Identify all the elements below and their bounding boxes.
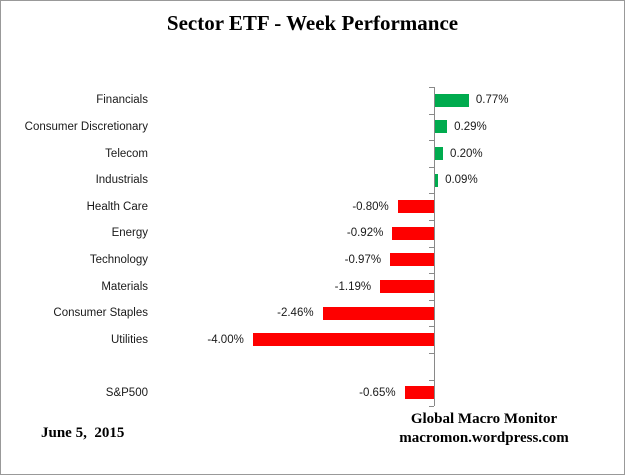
value-label: 0.20%	[450, 147, 483, 160]
value-label: 0.09%	[445, 174, 478, 187]
axis-tick	[429, 406, 434, 408]
value-label: -0.80%	[352, 200, 389, 213]
category-label: Materials	[101, 280, 148, 293]
footer-source: Global Macro Monitor macromon.wordpress.…	[384, 410, 584, 448]
bar-negative	[252, 333, 434, 347]
axis-tick	[429, 326, 434, 328]
category-label: Telecom	[105, 147, 148, 160]
category-label: Utilities	[110, 333, 148, 346]
axis-tick	[429, 140, 434, 142]
category-label: Industrials	[95, 174, 148, 187]
y-axis-line	[434, 87, 435, 407]
bar-positive	[434, 173, 439, 187]
axis-tick	[429, 113, 434, 115]
bar-negative	[397, 200, 434, 214]
bar-negative	[380, 280, 434, 293]
value-label: -2.46%	[277, 307, 314, 320]
chart-title: Sector ETF - Week Performance	[166, 11, 459, 35]
footer-source-name: Global Macro Monitor	[410, 411, 558, 427]
value-label: -4.00%	[207, 333, 244, 346]
bar-positive	[434, 147, 444, 160]
footer-date: June 5, 2015	[41, 425, 125, 441]
axis-tick	[429, 299, 434, 301]
axis-tick	[429, 246, 434, 248]
bar-negative	[404, 386, 434, 400]
axis-tick	[429, 379, 434, 381]
category-label: Consumer Staples	[53, 307, 148, 320]
value-label: -1.19%	[334, 280, 372, 293]
axis-tick	[429, 166, 434, 168]
category-label: Energy	[111, 227, 148, 240]
category-label: Consumer Discretionary	[24, 120, 148, 133]
axis-tick	[429, 193, 434, 195]
axis-tick	[429, 87, 434, 88]
bar-positive	[434, 120, 448, 134]
value-label: -0.92%	[346, 227, 384, 240]
category-label: Financials	[96, 94, 148, 107]
value-label: 0.29%	[454, 120, 487, 133]
category-label: Health Care	[86, 200, 148, 213]
axis-tick	[429, 220, 434, 221]
bar-negative	[322, 306, 434, 320]
value-label: -0.97%	[344, 253, 382, 266]
category-label: S&P500	[105, 386, 148, 399]
value-label: -0.65%	[359, 386, 396, 399]
category-label: Technology	[89, 253, 148, 266]
bar-positive	[434, 93, 469, 107]
axis-tick	[429, 353, 434, 354]
axis-tick	[429, 273, 434, 275]
bar-negative	[392, 226, 434, 240]
bar-negative	[390, 253, 434, 267]
value-label: 0.77%	[475, 94, 509, 107]
footer-source-url: macromon.wordpress.com	[399, 430, 569, 446]
